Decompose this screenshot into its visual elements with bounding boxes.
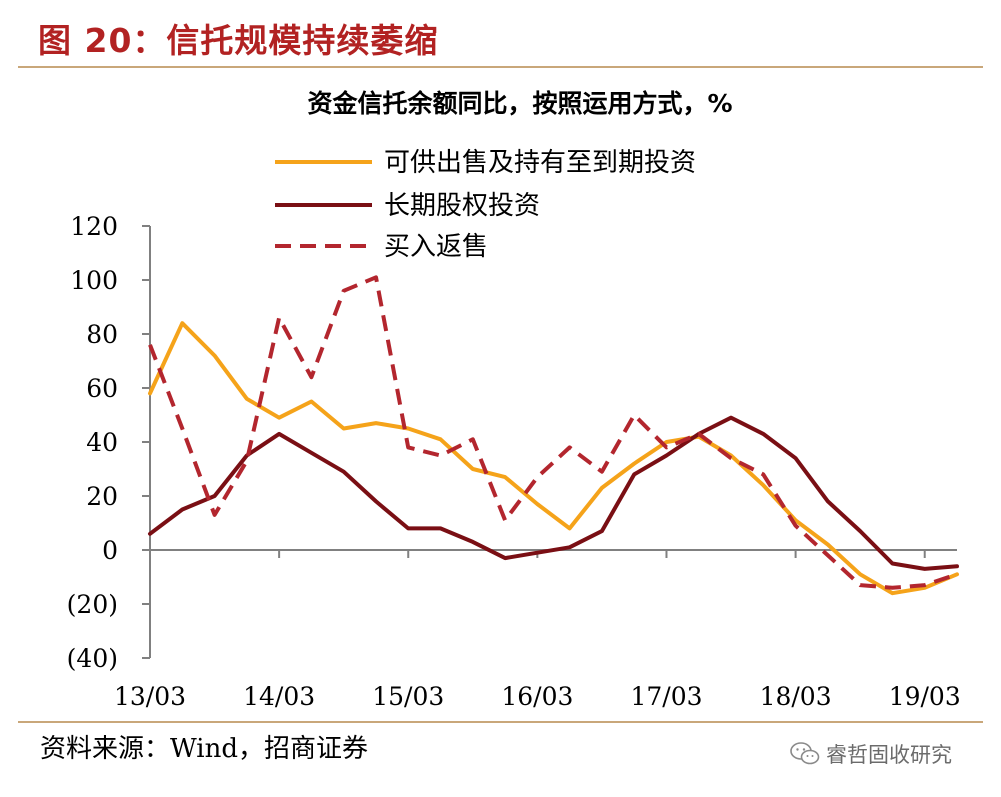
series-layer (148, 275, 959, 596)
title-divider (18, 66, 983, 68)
series-line-1 (148, 321, 959, 596)
legend-label-3: 买入返售 (384, 232, 488, 262)
x-tick-label: 18/03 (760, 682, 832, 711)
x-tick-label: 19/03 (889, 682, 961, 711)
y-tick-label: (20) (67, 590, 118, 619)
watermark-text: 睿哲固收研究 (826, 743, 952, 767)
y-tick-label: 40 (86, 428, 118, 457)
legend-label-1: 可供出售及持有至到期投资 (384, 148, 696, 178)
watermark: 睿哲固收研究 (790, 740, 952, 768)
source-note: 资料来源：Wind，招商证券 (40, 734, 368, 764)
y-tick-label: (40) (67, 644, 118, 673)
y-tick-label: 120 (70, 212, 118, 241)
y-tick-label: 80 (86, 320, 118, 349)
footer-divider (18, 721, 983, 723)
figure-title: 图 20：信托规模持续萎缩 (38, 21, 439, 60)
x-tick-label: 16/03 (501, 682, 573, 711)
x-tick-label: 13/03 (114, 682, 186, 711)
y-tick-label: 0 (102, 536, 118, 565)
chart-title: 资金信托余额同比，按照运用方式，% (307, 89, 732, 118)
series-line-3 (148, 275, 958, 590)
y-tick-label: 20 (86, 482, 118, 511)
series-line-2 (148, 415, 959, 571)
axes: 120 100 80 60 40 20 0 (20) (40) 13/03 14/03 15/03 16… (67, 212, 961, 711)
y-tick-label: 100 (70, 266, 118, 295)
y-tick-label: 60 (86, 374, 118, 403)
legend-label-2: 长期股权投资 (384, 191, 540, 221)
wechat-icon (790, 742, 820, 765)
x-tick-label: 17/03 (630, 682, 702, 711)
x-tick-label: 15/03 (372, 682, 444, 711)
x-tick-label: 14/03 (243, 682, 315, 711)
